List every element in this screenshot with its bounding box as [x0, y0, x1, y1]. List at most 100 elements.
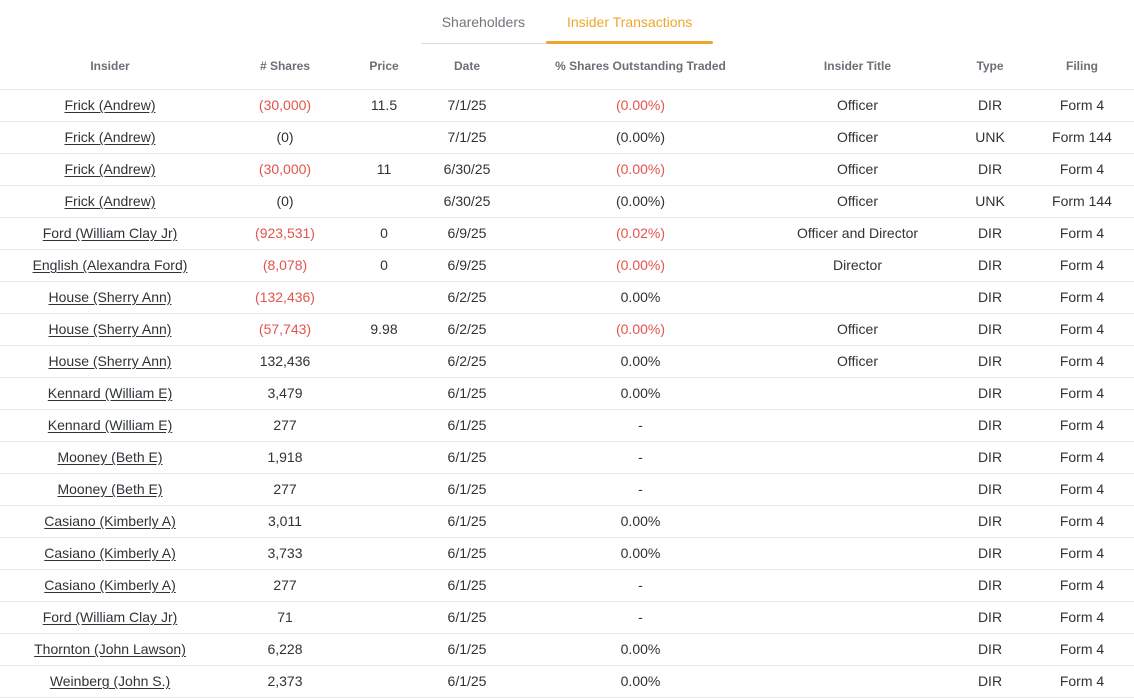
cell-price [350, 601, 418, 634]
insider-link[interactable]: House (Sherry Ann) [48, 353, 172, 369]
cell-price [350, 665, 418, 698]
cell-insider: Frick (Andrew) [0, 153, 220, 186]
table-row: Frick (Andrew) (0) 6/30/25 (0.00%) Officer UN… [0, 185, 1134, 218]
table-row: Frick (Andrew) (0) 7/1/25 (0.00%) Officer UNK… [0, 121, 1134, 154]
cell-price: 11 [350, 153, 418, 186]
cell-type: UNK [950, 185, 1030, 218]
cell-type: DIR [950, 153, 1030, 186]
insider-link[interactable]: House (Sherry Ann) [48, 321, 172, 337]
insider-link[interactable]: Weinberg (John S.) [49, 673, 171, 689]
cell-insider: Casiano (Kimberly A) [0, 537, 220, 570]
cell-title: Director [765, 249, 950, 282]
table-row: Casiano (Kimberly A) 277 6/1/25- DIR Form 4 [0, 569, 1134, 602]
insider-link[interactable]: Frick (Andrew) [64, 193, 156, 209]
insider-link[interactable]: House (Sherry Ann) [48, 289, 172, 305]
cell-price [350, 185, 418, 218]
tab-bar: Shareholders Insider Transactions [0, 0, 1134, 44]
insider-link[interactable]: Frick (Andrew) [64, 161, 156, 177]
cell-title [765, 473, 950, 506]
cell-insider: Frick (Andrew) [0, 121, 220, 154]
cell-type: DIR [950, 409, 1030, 442]
table-row: Mooney (Beth E) 277 6/1/25- DIR Form 4 [0, 473, 1134, 506]
tab-shareholders[interactable]: Shareholders [420, 0, 547, 44]
cell-insider: House (Sherry Ann) [0, 281, 220, 314]
cell-price [350, 121, 418, 154]
table-header-row: Insider # Shares Price Date% Shares Outstan… [0, 44, 1134, 90]
cell-type: DIR [950, 537, 1030, 570]
insider-link[interactable]: Mooney (Beth E) [57, 481, 163, 497]
cell-title: Officer [765, 153, 950, 186]
cell-shares: (57,743) [220, 313, 350, 346]
cell-filing: Form 4 [1030, 441, 1134, 474]
cell-title [765, 633, 950, 666]
cell-date: 7/1/25 [418, 89, 516, 122]
cell-date: 6/1/25 [418, 377, 516, 410]
cell-date: 6/30/25 [418, 153, 516, 186]
cell-type: DIR [950, 377, 1030, 410]
insider-link[interactable]: Ford (William Clay Jr) [42, 609, 178, 625]
cell-type: DIR [950, 281, 1030, 314]
cell-filing: Form 4 [1030, 313, 1134, 346]
cell-insider: Frick (Andrew) [0, 185, 220, 218]
cell-pct: - [516, 569, 765, 602]
cell-pct: 0.00% [516, 505, 765, 538]
insider-link[interactable]: Thornton (John Lawson) [34, 641, 186, 657]
cell-type: DIR [950, 633, 1030, 666]
cell-shares: (30,000) [220, 89, 350, 122]
cell-price: 11.5 [350, 89, 418, 122]
insider-link[interactable]: Casiano (Kimberly A) [44, 545, 176, 561]
insider-link[interactable]: Kennard (William E) [47, 417, 173, 433]
cell-insider: Mooney (Beth E) [0, 441, 220, 474]
cell-date: 6/2/25 [418, 345, 516, 378]
cell-shares: 3,479 [220, 377, 350, 410]
cell-pct: (0.00%) [516, 249, 765, 282]
cell-title: Officer [765, 185, 950, 218]
column-header-date: Date [418, 44, 516, 90]
cell-title [765, 441, 950, 474]
column-header-shares: # Shares [220, 44, 350, 90]
cell-title [765, 505, 950, 538]
cell-insider: Frick (Andrew) [0, 89, 220, 122]
cell-pct: 0.00% [516, 537, 765, 570]
cell-shares: (8,078) [220, 249, 350, 282]
cell-date: 6/1/25 [418, 505, 516, 538]
cell-filing: Form 4 [1030, 601, 1134, 634]
cell-date: 6/1/25 [418, 665, 516, 698]
cell-date: 6/2/25 [418, 313, 516, 346]
cell-price [350, 441, 418, 474]
table-row: Mooney (Beth E) 1,918 6/1/25- DIR Form 4 [0, 441, 1134, 474]
cell-pct: (0.00%) [516, 313, 765, 346]
tab-insider-transactions[interactable]: Insider Transactions [545, 0, 714, 44]
insider-link[interactable]: Ford (William Clay Jr) [42, 225, 178, 241]
cell-type: DIR [950, 217, 1030, 250]
insider-link[interactable]: English (Alexandra Ford) [32, 257, 188, 273]
insider-link[interactable]: Kennard (William E) [47, 385, 173, 401]
cell-shares: (132,436) [220, 281, 350, 314]
cell-type: DIR [950, 505, 1030, 538]
insider-transactions-table: Insider # Shares Price Date% Shares Outstan… [0, 44, 1134, 698]
cell-shares: 6,228 [220, 633, 350, 666]
cell-type: DIR [950, 441, 1030, 474]
insider-link[interactable]: Frick (Andrew) [64, 97, 156, 113]
table-row: Kennard (William E) 3,479 6/1/25 0.00% DIR Fo… [0, 377, 1134, 410]
insider-link[interactable]: Mooney (Beth E) [57, 449, 163, 465]
cell-pct: - [516, 473, 765, 506]
cell-filing: Form 4 [1030, 153, 1134, 186]
insider-link[interactable]: Casiano (Kimberly A) [44, 577, 176, 593]
table-row: Ford (William Clay Jr) (923,531) 0 6/9/25 (0… [0, 217, 1134, 250]
cell-filing: Form 4 [1030, 377, 1134, 410]
insider-link[interactable]: Frick (Andrew) [64, 129, 156, 145]
cell-filing: Form 4 [1030, 665, 1134, 698]
cell-title: Officer [765, 313, 950, 346]
cell-shares: 3,011 [220, 505, 350, 538]
cell-type: DIR [950, 601, 1030, 634]
cell-insider: Weinberg (John S.) [0, 665, 220, 698]
cell-date: 6/1/25 [418, 633, 516, 666]
cell-filing: Form 4 [1030, 249, 1134, 282]
cell-title [765, 281, 950, 314]
insider-link[interactable]: Casiano (Kimberly A) [44, 513, 176, 529]
table-row: Kennard (William E) 277 6/1/25- DIR Form 4 [0, 409, 1134, 442]
column-header-insider: Insider [0, 44, 220, 90]
cell-price [350, 409, 418, 442]
table-row: Frick (Andrew) (30,000) 11 6/30/25 (0.00%) Of… [0, 153, 1134, 186]
